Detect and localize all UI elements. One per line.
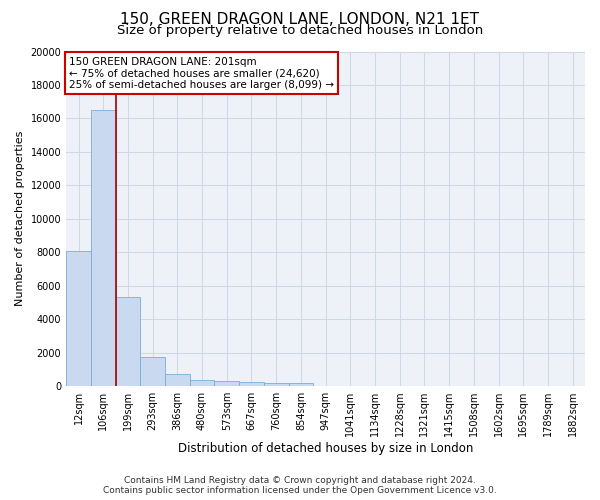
Text: Size of property relative to detached houses in London: Size of property relative to detached ho… (117, 24, 483, 37)
Text: 150, GREEN DRAGON LANE, LONDON, N21 1ET: 150, GREEN DRAGON LANE, LONDON, N21 1ET (121, 12, 479, 28)
Bar (214, 382, 239, 386)
Text: 150 GREEN DRAGON LANE: 201sqm
← 75% of detached houses are smaller (24,620)
25% : 150 GREEN DRAGON LANE: 201sqm ← 75% of d… (69, 56, 334, 90)
Bar (165, 374, 190, 386)
Y-axis label: Number of detached properties: Number of detached properties (15, 131, 25, 306)
Bar (264, 382, 289, 386)
Bar (116, 298, 140, 386)
Text: Contains HM Land Registry data © Crown copyright and database right 2024.
Contai: Contains HM Land Registry data © Crown c… (103, 476, 497, 495)
Bar (66, 250, 91, 386)
Bar (91, 110, 116, 386)
Bar (239, 382, 264, 386)
Bar (140, 357, 165, 386)
Bar (190, 380, 214, 386)
Bar (289, 383, 313, 386)
X-axis label: Distribution of detached houses by size in London: Distribution of detached houses by size … (178, 442, 473, 455)
